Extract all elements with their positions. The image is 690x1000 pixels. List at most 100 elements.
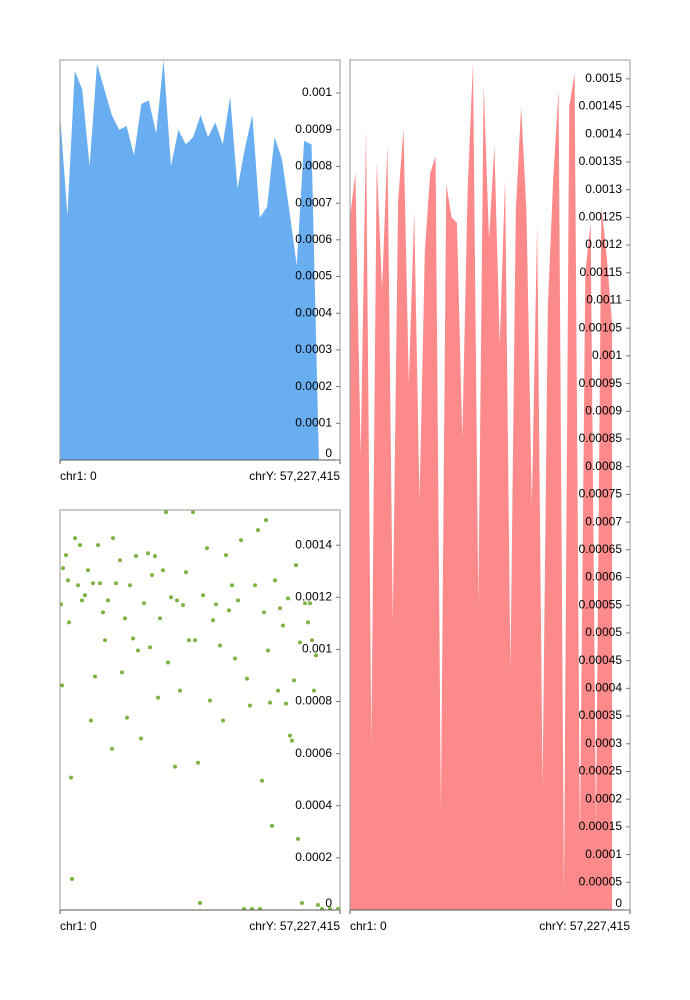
point bbox=[214, 602, 219, 607]
point bbox=[208, 698, 213, 703]
x-tick-label: chrY: 57,227,415 bbox=[249, 919, 340, 933]
point bbox=[86, 568, 91, 573]
y-tick-label: 0.00035 bbox=[579, 708, 623, 722]
point bbox=[68, 775, 73, 780]
point bbox=[305, 620, 310, 625]
point bbox=[105, 598, 110, 603]
point bbox=[110, 536, 115, 541]
area-panel: 0 0.00005 0.0001 0.00015 0.0002 0.00025 0.0003… bbox=[349, 59, 631, 933]
point bbox=[292, 678, 297, 683]
y-tick-label: 0.0002 bbox=[295, 379, 332, 393]
point bbox=[239, 538, 244, 543]
point bbox=[278, 606, 283, 611]
point bbox=[165, 660, 170, 665]
y-tick-label: 0.00005 bbox=[579, 874, 623, 888]
point bbox=[66, 620, 71, 625]
y-tick-label: 0.00105 bbox=[579, 320, 623, 334]
point bbox=[63, 553, 68, 558]
point bbox=[141, 601, 146, 606]
point bbox=[190, 510, 195, 515]
frame bbox=[349, 59, 631, 910]
point bbox=[250, 906, 255, 910]
y-tick-label: 0.0008 bbox=[295, 694, 332, 708]
y-tick-label: 0 bbox=[615, 896, 622, 910]
x-tick-label: chr1: 0 bbox=[350, 919, 387, 933]
point bbox=[201, 593, 206, 598]
point bbox=[313, 653, 318, 658]
y-tick-label: 0.0004 bbox=[295, 798, 332, 812]
y-tick-label: 0.0014 bbox=[295, 537, 332, 551]
point bbox=[161, 568, 166, 573]
point bbox=[261, 610, 266, 615]
point bbox=[130, 636, 135, 641]
area bbox=[60, 60, 319, 460]
point bbox=[269, 823, 274, 828]
point bbox=[310, 638, 315, 643]
point bbox=[211, 618, 216, 623]
frame bbox=[59, 509, 341, 910]
point bbox=[297, 640, 302, 645]
point bbox=[253, 583, 258, 588]
y-tick-label: 0.0013 bbox=[585, 182, 622, 196]
point bbox=[227, 608, 232, 613]
point bbox=[73, 536, 78, 541]
point bbox=[60, 602, 63, 607]
point bbox=[303, 601, 308, 606]
point bbox=[232, 656, 237, 661]
point bbox=[197, 900, 202, 905]
point bbox=[102, 638, 107, 643]
point bbox=[281, 623, 286, 628]
point bbox=[183, 570, 188, 575]
point bbox=[235, 598, 240, 603]
point bbox=[120, 670, 125, 675]
y-tick-label: 0.00085 bbox=[579, 431, 623, 445]
point bbox=[97, 581, 102, 586]
point bbox=[218, 643, 223, 648]
point bbox=[316, 903, 321, 908]
point bbox=[187, 638, 192, 643]
y-tick-label: 0.00095 bbox=[579, 376, 623, 390]
point bbox=[149, 573, 154, 578]
y-tick-label: 0 bbox=[325, 896, 332, 910]
point bbox=[300, 900, 305, 905]
area-panel: 0 0.0001 0.0002 0.0003 0.0004 0.0005 0.0006 0.0… bbox=[59, 59, 341, 483]
y-tick-label: 0.001 bbox=[302, 642, 332, 656]
point bbox=[295, 836, 300, 841]
point bbox=[273, 578, 278, 583]
point bbox=[101, 610, 106, 615]
point bbox=[152, 554, 157, 559]
point bbox=[138, 736, 143, 741]
y-tick-label: 0.0006 bbox=[585, 570, 622, 584]
y-tick-label: 0.0015 bbox=[585, 71, 622, 85]
y-tick-label: 0.0008 bbox=[585, 459, 622, 473]
point bbox=[123, 616, 128, 621]
point bbox=[193, 638, 198, 643]
point bbox=[260, 778, 265, 783]
point bbox=[221, 718, 226, 723]
point bbox=[245, 676, 250, 681]
point bbox=[268, 700, 273, 705]
frame bbox=[59, 59, 341, 460]
y-tick-label: 0.00065 bbox=[579, 542, 623, 556]
point bbox=[110, 746, 115, 751]
y-tick-label: 0.0006 bbox=[295, 746, 332, 760]
point bbox=[175, 598, 180, 603]
y-tick-label: 0.00075 bbox=[579, 487, 623, 501]
point bbox=[164, 510, 169, 515]
point bbox=[327, 906, 332, 910]
point bbox=[60, 566, 65, 571]
point bbox=[83, 593, 88, 598]
x-tick-label: chrY: 57,227,415 bbox=[539, 919, 630, 933]
y-tick-label: 0.0001 bbox=[585, 847, 622, 861]
point bbox=[294, 563, 299, 568]
point bbox=[258, 906, 263, 910]
y-tick-label: 0.0009 bbox=[295, 122, 332, 136]
y-tick-label: 0.0012 bbox=[585, 237, 622, 251]
point bbox=[157, 616, 162, 621]
y-tick-label: 0.00055 bbox=[579, 597, 623, 611]
point bbox=[76, 583, 81, 588]
point bbox=[230, 583, 235, 588]
point bbox=[172, 764, 177, 769]
point bbox=[136, 648, 141, 653]
point bbox=[133, 554, 138, 559]
